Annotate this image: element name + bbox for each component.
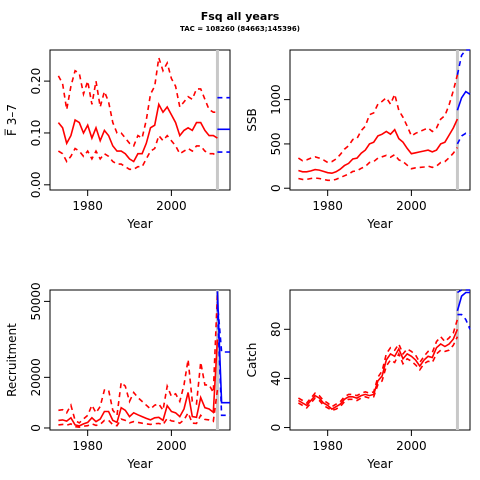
y-tick-label: 80 <box>269 322 283 337</box>
projection-upper-line <box>216 301 230 353</box>
plot-frame <box>49 289 231 431</box>
x-tick-label: 2000 <box>156 199 187 213</box>
y-tick-label: 0 <box>29 424 43 432</box>
x-tick-label: 1980 <box>312 199 343 213</box>
y-tick-label: 500 <box>269 132 283 155</box>
panel-f: 1980 2000 0.00 0.10 0.20 Year F̅ 3–7 <box>4 49 231 231</box>
projection-lower-line <box>456 132 471 145</box>
x-tick-label: 2000 <box>396 439 427 453</box>
y-axis-label: F̅ 3–7 <box>4 104 19 136</box>
y-tick-label: 0.00 <box>29 171 43 198</box>
series-lower-line <box>57 133 218 171</box>
x-tick-label: 1980 <box>72 439 103 453</box>
projection-median-line <box>456 90 471 111</box>
x-axis-label: Year <box>366 457 392 471</box>
projection-lower-line <box>216 306 230 417</box>
series-upper-line <box>57 57 218 148</box>
y-tick-label: 40 <box>269 371 283 386</box>
plot-frame <box>289 289 471 431</box>
series-median-line <box>297 328 459 411</box>
figure-subtitle: TAC = 108260 (84663;145396) <box>180 25 300 33</box>
y-tick-label: 1000 <box>269 84 283 115</box>
series-lower-line <box>298 336 459 412</box>
y-tick-label: 50000 <box>29 282 43 320</box>
y-tick-label: 0 <box>269 424 283 432</box>
x-axis-label: Year <box>126 457 152 471</box>
y-axis-label: SSB <box>245 108 259 131</box>
panel-ssb: 1980 2000 0 500 1000 Year SSB <box>245 49 471 231</box>
y-axis-label: Recruitment <box>5 323 19 397</box>
panel-catch: 1980 2000 0 40 80 Year Catch <box>245 289 471 471</box>
series-upper-line <box>298 319 459 408</box>
x-tick-label: 2000 <box>156 439 187 453</box>
series-median-line <box>57 102 218 163</box>
projection-lower-line <box>457 313 471 330</box>
x-tick-label: 2000 <box>396 199 427 213</box>
y-axis-label: Catch <box>245 343 259 378</box>
projection-upper-line <box>456 49 470 75</box>
figure-title: Fsq all years <box>201 10 280 23</box>
y-tick-label: 0 <box>269 184 283 192</box>
x-tick-label: 1980 <box>312 439 343 453</box>
series-upper-line <box>297 74 459 164</box>
y-tick-label: 0.20 <box>29 68 43 95</box>
series-upper-line <box>58 293 219 424</box>
y-tick-label: 0.10 <box>29 120 43 147</box>
plot-frame <box>49 49 231 191</box>
x-tick-label: 1980 <box>72 199 103 213</box>
series-median-line <box>58 339 219 427</box>
plot-frame <box>289 49 471 191</box>
projection-median-line <box>456 291 470 312</box>
series-lower-line <box>58 389 219 429</box>
series-lower-line <box>298 147 459 182</box>
x-axis-label: Year <box>366 217 392 231</box>
y-tick-label: 20000 <box>29 358 43 396</box>
x-axis-label: Year <box>126 217 152 231</box>
series-median-line <box>298 118 459 175</box>
projection-upper-line <box>456 289 470 294</box>
